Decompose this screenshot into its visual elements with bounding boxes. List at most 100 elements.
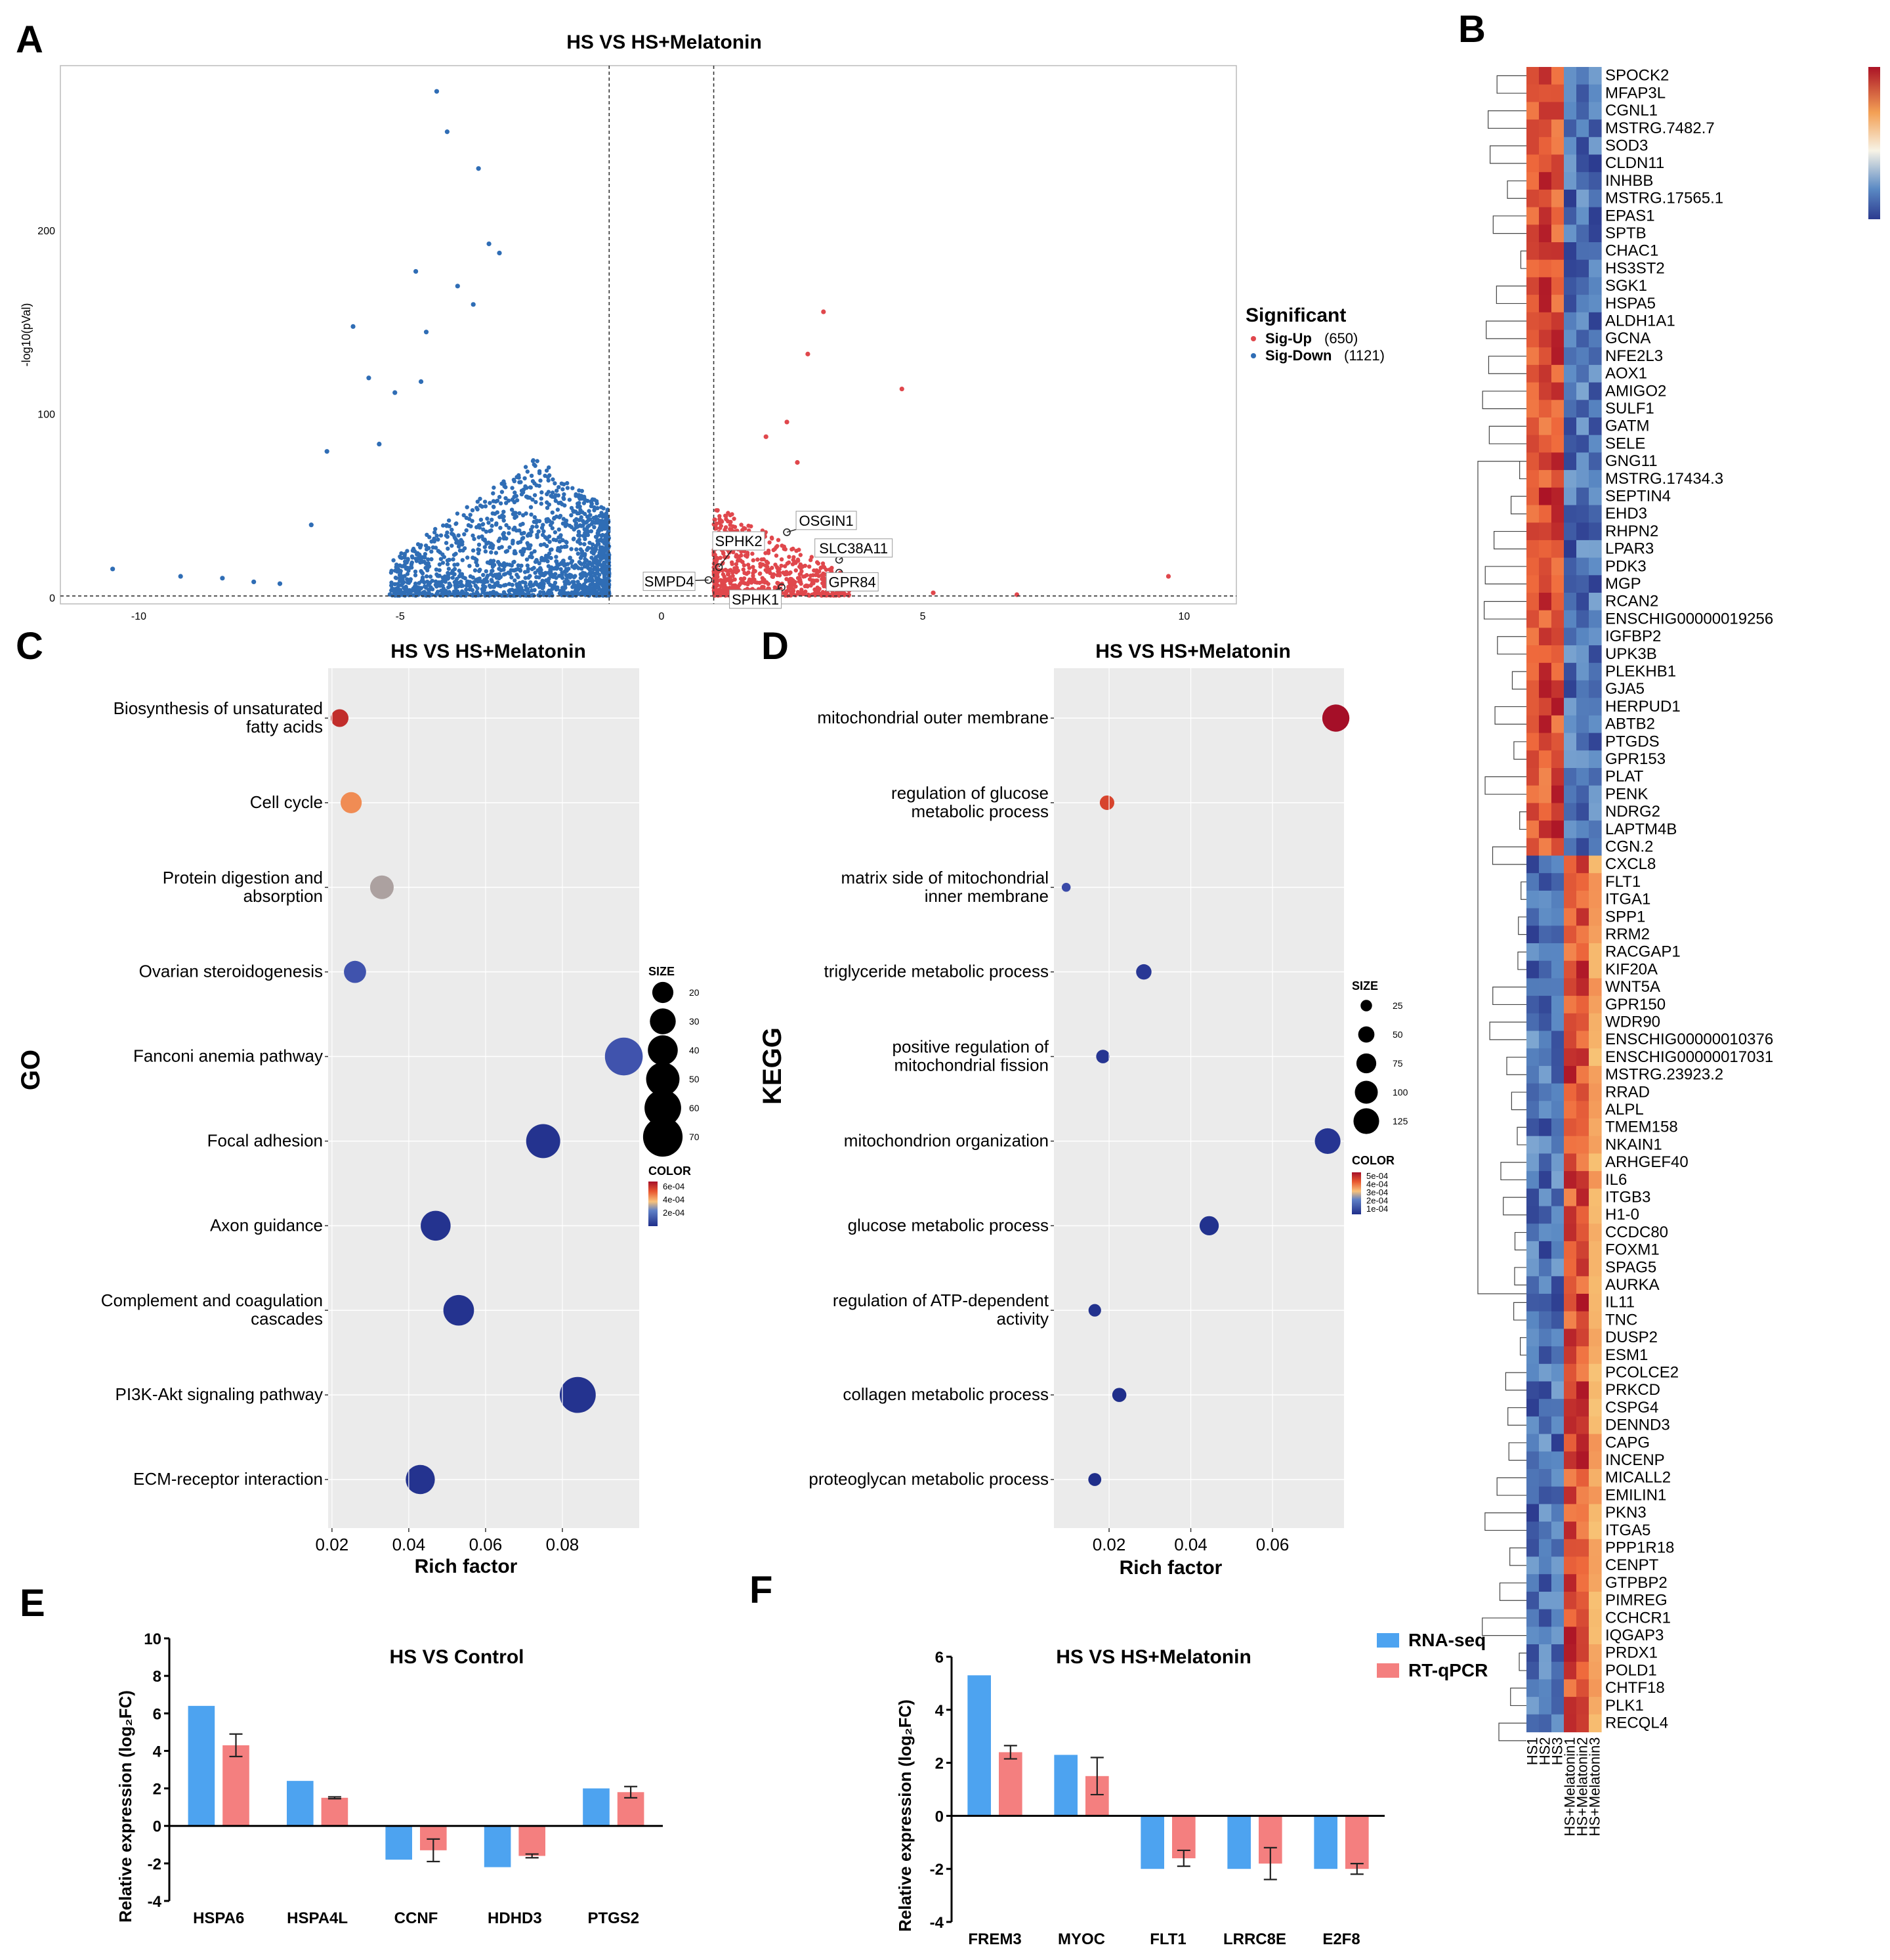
heatmap-gene-label: PPP1R18 xyxy=(1605,1539,1674,1557)
heatmap-gene-label: SPP1 xyxy=(1605,908,1645,926)
kegg-y-label: KEGG xyxy=(758,1027,787,1105)
heatmap-cell xyxy=(1564,470,1577,488)
heatmap-cell xyxy=(1564,628,1577,646)
bar xyxy=(1227,1816,1251,1869)
heatmap-cell xyxy=(1564,1206,1577,1224)
heatmap-cell xyxy=(1551,1363,1564,1382)
heatmap-cell xyxy=(1576,1048,1589,1067)
go-color-legend-title: COLOR xyxy=(648,1164,691,1178)
volcano-x-tick: -10 xyxy=(131,611,146,622)
heatmap-cell xyxy=(1564,593,1577,611)
heatmap-cell xyxy=(1576,207,1589,225)
heatmap-cell xyxy=(1589,505,1602,523)
heatmap-cell xyxy=(1526,943,1540,962)
heatmap-cell xyxy=(1589,680,1602,698)
heatmap-cell xyxy=(1564,347,1577,366)
bar-f-y-label: Relative expression (log₂FC) xyxy=(895,1699,915,1932)
heatmap-cell xyxy=(1564,1031,1577,1049)
heatmap-cell xyxy=(1551,908,1564,926)
heatmap-cell xyxy=(1526,1188,1540,1207)
heatmap-cell xyxy=(1551,715,1564,734)
bar xyxy=(222,1745,249,1826)
heatmap-cell xyxy=(1539,575,1552,593)
heatmap-cell xyxy=(1576,242,1589,261)
heatmap-cell xyxy=(1526,1661,1540,1680)
dot-point xyxy=(1061,883,1071,892)
volcano-y-tick: 0 xyxy=(49,593,55,605)
heatmap-cell xyxy=(1551,1013,1564,1032)
heatmap-cell xyxy=(1589,1627,1602,1645)
go-y-label: GO xyxy=(16,1050,45,1090)
heatmap-cell xyxy=(1564,873,1577,891)
heatmap-cell xyxy=(1539,698,1552,716)
panel-label-d: D xyxy=(761,625,789,668)
heatmap-cell xyxy=(1576,996,1589,1014)
dot-point xyxy=(421,1210,451,1241)
volcano-point xyxy=(324,449,329,454)
dendrogram-lines xyxy=(1477,75,1526,1741)
heatmap-cell xyxy=(1576,1661,1589,1680)
heatmap-gene-label: CSPG4 xyxy=(1605,1399,1658,1417)
heatmap-cell xyxy=(1551,1294,1564,1312)
legend-rtqpcr-swatch xyxy=(1377,1663,1399,1678)
heatmap-cell xyxy=(1564,1329,1577,1347)
heatmap-gene-label: GCNA xyxy=(1605,330,1650,347)
heatmap-cell xyxy=(1526,137,1540,156)
heatmap-cell xyxy=(1589,540,1602,559)
volcano-y-tick: 200 xyxy=(37,226,55,237)
heatmap-cell xyxy=(1576,172,1589,190)
heatmap: SPOCK2MFAP3LCGNL1MSTRG.7482.7SOD3CLDN11I… xyxy=(1477,67,1773,1837)
heatmap-cell xyxy=(1539,540,1552,559)
heatmap-cell xyxy=(1589,1118,1602,1137)
heatmap-cell xyxy=(1589,1206,1602,1224)
heatmap-cell xyxy=(1551,785,1564,803)
heatmap-cell xyxy=(1576,1224,1589,1242)
heatmap-cell xyxy=(1564,662,1577,681)
heatmap-cell xyxy=(1539,1627,1552,1645)
heatmap-cell xyxy=(1564,522,1577,541)
heatmap-cell xyxy=(1576,295,1589,313)
heatmap-cell xyxy=(1576,1153,1589,1172)
go-legend: SIZE COLOR xyxy=(648,965,691,1226)
heatmap-cell xyxy=(1551,838,1564,857)
heatmap-column-labels: HS1HS2HS3HS+Melatonin1HS+Melatonin2HS+Me… xyxy=(1524,1737,1603,1837)
volcano-gene-label: SPHK1 xyxy=(732,591,779,608)
heatmap-cell xyxy=(1564,1609,1577,1627)
heatmap-cell xyxy=(1539,943,1552,962)
kegg-dot-plot: mitochondrial outer membrane regulation o… xyxy=(808,668,1408,1554)
heatmap-cell xyxy=(1539,1486,1552,1504)
heatmap-cell xyxy=(1526,1381,1540,1399)
heatmap-cell xyxy=(1551,172,1564,190)
heatmap-cell xyxy=(1539,400,1552,418)
heatmap-cell xyxy=(1526,505,1540,523)
heatmap-cell xyxy=(1564,1627,1577,1645)
panel-label-a: A xyxy=(16,18,43,61)
heatmap-cell xyxy=(1526,1276,1540,1294)
heatmap-gene-label: CXCL8 xyxy=(1605,855,1656,873)
heatmap-cell xyxy=(1564,575,1577,593)
heatmap-cell xyxy=(1564,698,1577,716)
heatmap-cell xyxy=(1551,768,1564,786)
volcano-point xyxy=(277,581,283,586)
heatmap-cell xyxy=(1564,557,1577,576)
heatmap-cell xyxy=(1526,1697,1540,1715)
heatmap-cell xyxy=(1526,417,1540,436)
heatmap-cell xyxy=(1589,1136,1602,1154)
heatmap-cell xyxy=(1526,312,1540,331)
heatmap-cell xyxy=(1589,1065,1602,1084)
heatmap-cell xyxy=(1564,242,1577,261)
heatmap-cell xyxy=(1526,487,1540,506)
volcano-gene-label: SLC38A11 xyxy=(819,540,888,557)
x-tick-label: 0.06 xyxy=(469,1535,503,1554)
heatmap-cell xyxy=(1526,1118,1540,1137)
heatmap-cell xyxy=(1589,1591,1602,1610)
heatmap-cell xyxy=(1564,67,1577,85)
heatmap-gene-label: PDK3 xyxy=(1605,557,1647,575)
heatmap-gene-label: SPAG5 xyxy=(1605,1258,1656,1276)
heatmap-cell xyxy=(1589,645,1602,664)
heatmap-cell xyxy=(1551,698,1564,716)
heatmap-cell xyxy=(1539,838,1552,857)
heatmap-cell xyxy=(1539,1504,1552,1522)
heatmap-cell xyxy=(1526,1522,1540,1540)
heatmap-cell xyxy=(1589,347,1602,366)
